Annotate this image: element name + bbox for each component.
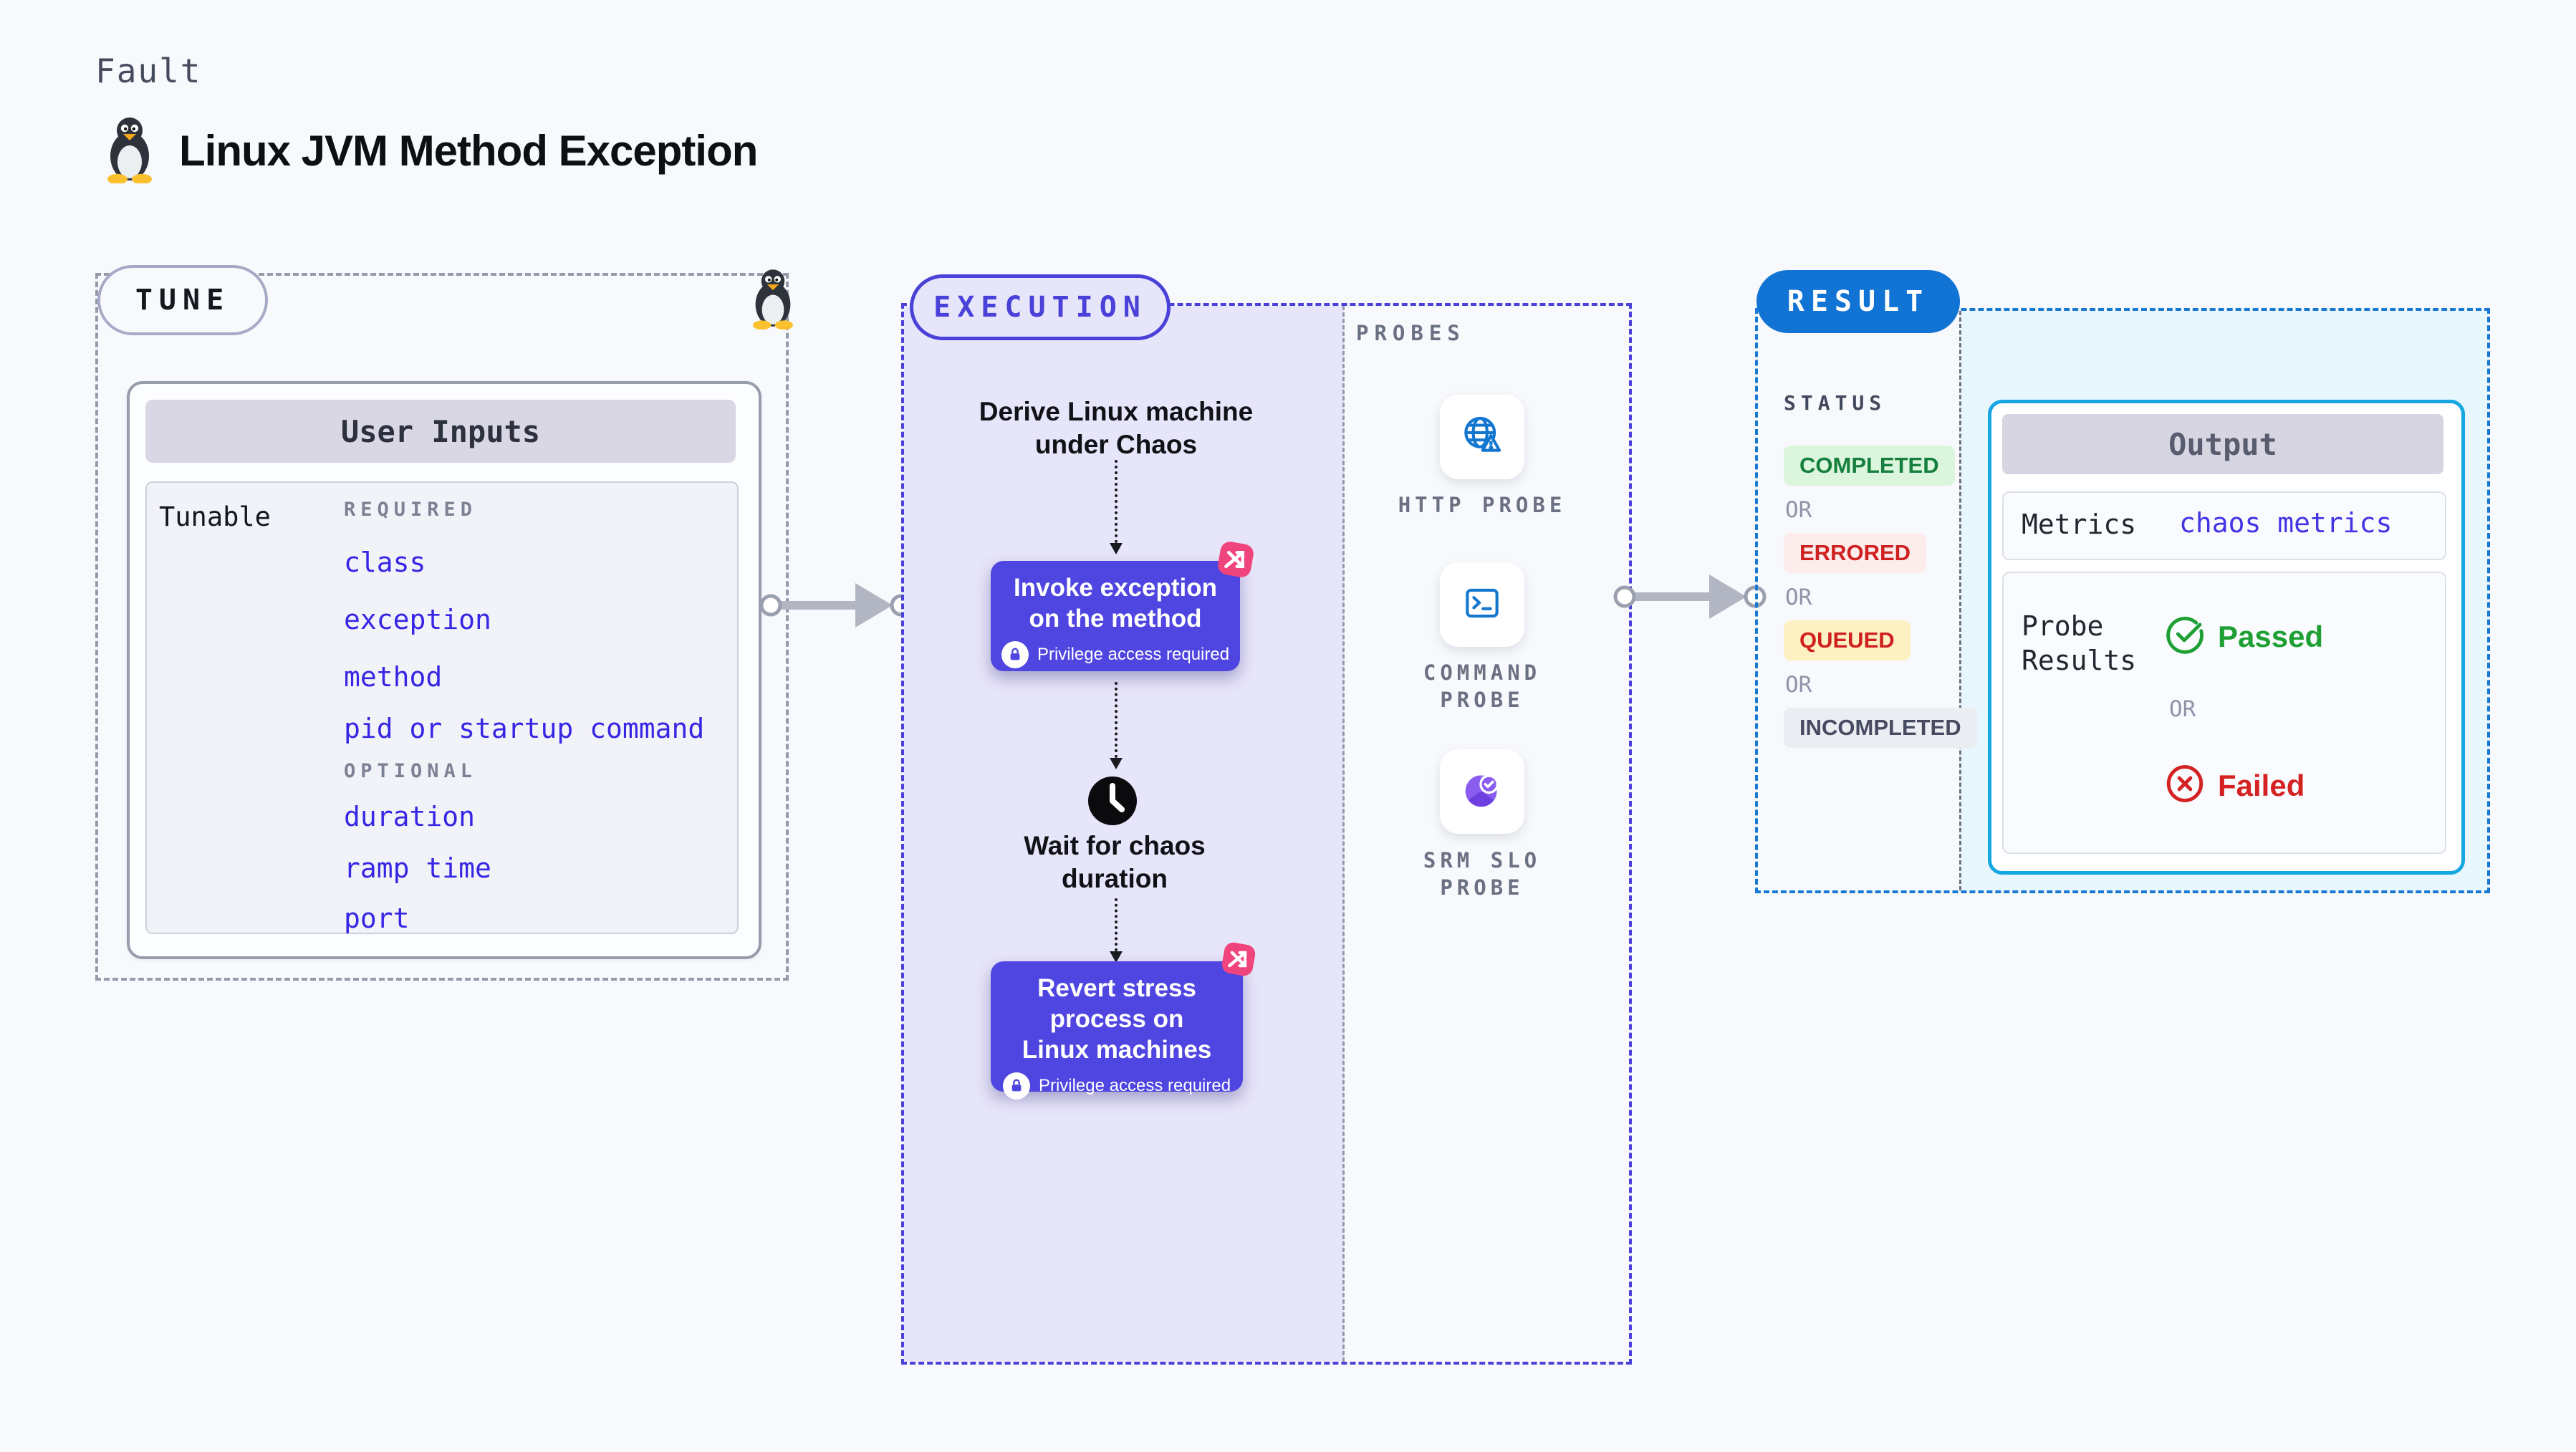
linux-penguin-corner-icon (746, 266, 799, 333)
execution-step-derive: Derive Linux machine under Chaos (979, 397, 1254, 459)
task-title: Invoke exception on the method (1014, 574, 1217, 633)
failed-row: Failed (2165, 764, 2305, 807)
fault-kicker: Fault (95, 52, 202, 90)
execution-section (901, 303, 1632, 1365)
required-label: REQUIRED (344, 499, 478, 521)
lock-icon (1002, 1072, 1030, 1100)
revert-stress-task: Revert stress process on Linux machines … (991, 961, 1243, 1100)
tunable-method: method (344, 661, 443, 693)
result-separator (1959, 311, 1961, 890)
arrow-tune-to-execution (759, 583, 913, 628)
or-label: OR (1785, 585, 1812, 610)
or-label: OR (1785, 672, 1812, 698)
flow-arrowhead (1110, 758, 1123, 769)
globe-alert-icon (1458, 412, 1506, 463)
tunable-class: class (344, 547, 426, 578)
x-circle-icon (2165, 764, 2205, 807)
failed-label: Failed (2218, 768, 2305, 802)
slo-check-icon (1458, 766, 1506, 817)
flow-connector (1115, 460, 1118, 543)
page-title-row: Linux JVM Method Exception (100, 115, 758, 187)
tunable-pid: pid or startup command (344, 713, 705, 744)
probe-results-row (2002, 572, 2446, 854)
or-label: OR (1785, 497, 1812, 523)
privilege-note: Privilege access required (1037, 645, 1230, 664)
chaos-icon (1218, 938, 1259, 984)
status-queued-badge: QUEUED (1784, 620, 1911, 660)
metrics-label: Metrics (2022, 509, 2137, 540)
flow-arrowhead (1110, 951, 1123, 963)
http-probe-label: HTTP PROBE (1398, 493, 1567, 517)
page-title: Linux JVM Method Exception (179, 127, 758, 175)
clock-icon (1087, 775, 1138, 830)
metrics-value: chaos metrics (2179, 507, 2393, 539)
tunable-port: port (344, 903, 410, 934)
probes-separator (1342, 306, 1345, 1362)
flow-connector (1115, 682, 1118, 758)
execution-step-wait: Wait for chaos duration (1024, 831, 1206, 893)
srm-slo-probe-label: SRM SLO PROBE (1423, 848, 1542, 900)
tunable-label: Tunable (159, 501, 271, 532)
status-label: STATUS (1784, 391, 1887, 415)
tunable-exception: exception (344, 604, 491, 635)
tunable-duration: duration (344, 801, 476, 832)
tune-section (95, 273, 789, 981)
terminal-icon (1460, 581, 1504, 629)
flow-connector (1115, 898, 1118, 951)
chaos-icon (1213, 537, 1258, 585)
check-circle-icon (2165, 615, 2205, 658)
result-badge: RESULT (1756, 270, 1960, 333)
probes-label: PROBES (1356, 321, 1466, 345)
user-inputs-header: User Inputs (145, 400, 736, 463)
srm-slo-probe-card (1440, 749, 1524, 834)
execution-badge: EXECUTION (910, 274, 1171, 340)
status-completed-badge: COMPLETED (1784, 446, 1955, 486)
lock-icon (1001, 641, 1029, 668)
tunable-ramp-time: ramp time (344, 852, 491, 884)
privilege-note: Privilege access required (1038, 1076, 1231, 1095)
status-errored-badge: ERRORED (1784, 533, 1927, 573)
command-probe-card (1440, 562, 1524, 647)
command-probe-label: COMMAND PROBE (1423, 660, 1542, 712)
passed-label: Passed (2218, 619, 2324, 653)
optional-label: OPTIONAL (344, 760, 478, 782)
execution-flow-area (904, 306, 1344, 1362)
flow-arrowhead (1110, 543, 1123, 554)
or-label: OR (2169, 696, 2196, 722)
tune-badge: TUNE (97, 265, 268, 335)
task-title: Revert stress process on Linux machines (1022, 974, 1212, 1064)
output-header: Output (2002, 414, 2443, 474)
tunable-items-column: REQUIRED class exception method pid or s… (344, 499, 704, 934)
passed-row: Passed (2165, 615, 2323, 658)
invoke-exception-task: Invoke exception on the method Privilege… (991, 561, 1240, 671)
status-incompleted-badge: INCOMPLETED (1784, 708, 1977, 748)
linux-penguin-icon (100, 115, 159, 187)
arrow-execution-to-result (1613, 574, 1767, 619)
probe-results-label: Probe Results (2022, 610, 2137, 676)
user-inputs-body (145, 481, 739, 934)
metrics-row (2002, 491, 2446, 560)
http-probe-card (1440, 395, 1524, 479)
